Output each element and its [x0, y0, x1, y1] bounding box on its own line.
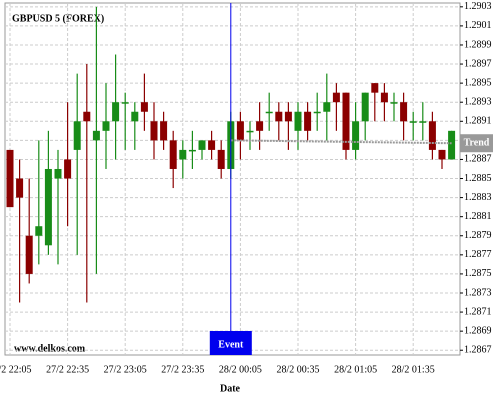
x-tick-label: 27/2 22:05	[0, 364, 32, 375]
candle-body	[160, 121, 168, 141]
chart-title: GBPUSD 5 (FOREX)	[12, 13, 104, 24]
y-tick-label: 1.2903	[464, 1, 492, 12]
trend-label: Trend	[464, 138, 490, 149]
candle-body	[304, 111, 312, 131]
candle-body	[448, 130, 456, 160]
y-tick-label: 1.2891	[464, 116, 492, 127]
candle-body	[390, 102, 398, 104]
candle-body	[35, 226, 43, 236]
y-tick-label: 1.2875	[464, 268, 492, 279]
y-tick-label: 1.2873	[464, 287, 492, 298]
candle-body	[54, 168, 62, 179]
event-label: Event	[218, 339, 244, 350]
candle-body	[44, 168, 52, 246]
x-tick-label: 27/2 22:35	[46, 364, 89, 375]
candle-body	[419, 121, 427, 123]
y-tick-label: 1.2895	[464, 77, 492, 88]
candle-body	[265, 111, 273, 114]
candle-body	[400, 102, 408, 122]
candle-body	[294, 111, 302, 131]
candle-body	[438, 149, 446, 160]
x-tick-label: 28/2 01:35	[392, 364, 435, 375]
candle-body	[275, 111, 283, 122]
candle-body	[217, 149, 225, 169]
candle-body	[208, 140, 216, 150]
y-tick-label: 1.2883	[464, 192, 492, 203]
candle-body	[332, 92, 340, 103]
y-tick-label: 1.2871	[464, 306, 492, 317]
y-tick-label: 1.2901	[464, 20, 492, 31]
y-tick-label: 1.2899	[464, 39, 492, 50]
watermark: www.delkos.com	[14, 343, 86, 354]
candle-body	[342, 92, 350, 150]
candle-body	[352, 121, 360, 150]
y-tick-label: 1.2881	[464, 211, 492, 222]
y-tick-label: 1.2879	[464, 230, 492, 241]
candle-body	[236, 121, 244, 141]
candle-body	[284, 111, 292, 122]
x-axis-label: Date	[220, 383, 241, 394]
candle-body	[313, 111, 321, 114]
candle-body	[112, 102, 120, 122]
event-label-box	[209, 331, 252, 355]
candle-body	[16, 178, 24, 198]
candle-body	[179, 149, 187, 160]
candle-body	[198, 140, 206, 150]
candle-body	[246, 130, 254, 133]
x-tick-label: 27/2 23:05	[104, 364, 147, 375]
candle-body	[121, 102, 129, 104]
candle-body	[188, 149, 196, 152]
y-tick-label: 1.2893	[464, 97, 492, 108]
candle-body	[140, 102, 148, 112]
y-tick-label: 1.2877	[464, 249, 492, 260]
candle-body	[6, 149, 14, 208]
candle-body	[83, 111, 91, 122]
trend-line	[230, 139, 452, 145]
candle-body	[361, 92, 369, 122]
x-tick-label: 28/2 01:05	[334, 364, 377, 375]
x-tick-label: 28/2 00:05	[219, 364, 262, 375]
y-tick-label: 1.2885	[464, 173, 492, 184]
candle-body	[150, 121, 158, 141]
y-tick-label: 1.2867	[464, 345, 492, 356]
candle-body	[409, 121, 417, 123]
candle-body	[131, 111, 139, 122]
candle-body	[256, 121, 264, 131]
candle-body	[169, 140, 177, 169]
y-tick-label: 1.2887	[464, 154, 492, 165]
candle-body	[102, 121, 110, 131]
y-tick-label: 1.2869	[464, 325, 492, 336]
candle-body	[380, 92, 388, 103]
candle-body	[73, 121, 81, 150]
candle-body	[64, 159, 72, 179]
candle-body	[25, 235, 33, 274]
trend-label-box	[460, 134, 493, 153]
y-tick-label: 1.2897	[464, 58, 492, 69]
candle-body	[371, 83, 379, 93]
candle-body	[428, 121, 436, 150]
x-tick-label: 27/2 23:35	[161, 364, 204, 375]
candle-body	[323, 102, 331, 112]
x-tick-label: 28/2 00:35	[276, 364, 319, 375]
candle-body	[92, 130, 100, 141]
